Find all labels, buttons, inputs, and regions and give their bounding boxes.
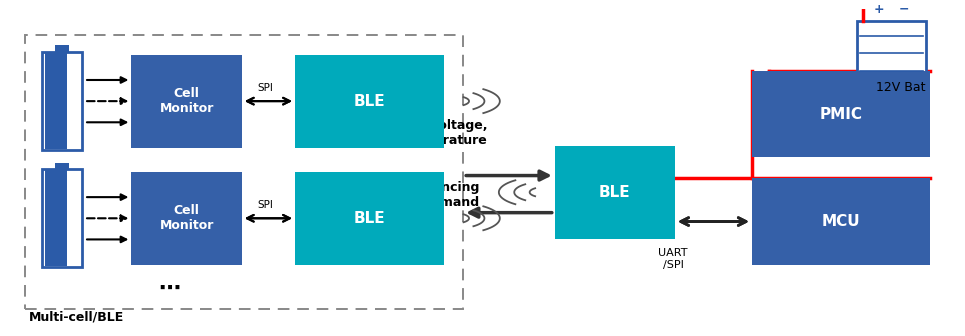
- FancyBboxPatch shape: [44, 170, 67, 266]
- FancyBboxPatch shape: [295, 55, 444, 148]
- Text: MCU: MCU: [821, 214, 860, 229]
- Text: BLE: BLE: [353, 211, 385, 226]
- Text: +: +: [873, 3, 884, 16]
- FancyBboxPatch shape: [752, 178, 930, 265]
- Text: BLE: BLE: [600, 185, 629, 199]
- Text: UART
/SPI: UART /SPI: [658, 248, 688, 270]
- FancyBboxPatch shape: [41, 52, 82, 150]
- Text: BLE: BLE: [355, 211, 384, 225]
- FancyBboxPatch shape: [555, 146, 675, 239]
- Text: Cell balancing
command: Cell balancing command: [381, 181, 480, 209]
- Text: Cell
Monitor: Cell Monitor: [159, 87, 214, 115]
- FancyBboxPatch shape: [752, 178, 930, 265]
- FancyBboxPatch shape: [131, 172, 242, 265]
- Text: ⋯: ⋯: [158, 279, 180, 299]
- FancyBboxPatch shape: [295, 172, 444, 265]
- FancyBboxPatch shape: [295, 55, 444, 148]
- FancyBboxPatch shape: [131, 55, 242, 148]
- FancyBboxPatch shape: [41, 169, 82, 267]
- FancyBboxPatch shape: [55, 45, 69, 52]
- Text: Cell voltage,
temperature: Cell voltage, temperature: [399, 119, 487, 147]
- FancyBboxPatch shape: [295, 172, 444, 265]
- FancyBboxPatch shape: [55, 163, 69, 169]
- Text: SPI: SPI: [257, 200, 273, 210]
- FancyBboxPatch shape: [857, 20, 926, 92]
- FancyBboxPatch shape: [752, 71, 930, 157]
- Text: 12V Bat: 12V Bat: [876, 81, 925, 94]
- Text: MCU: MCU: [825, 215, 857, 228]
- FancyBboxPatch shape: [44, 53, 67, 149]
- Text: BLE: BLE: [353, 94, 385, 109]
- FancyBboxPatch shape: [131, 55, 242, 148]
- FancyBboxPatch shape: [555, 146, 675, 239]
- Text: PMIC: PMIC: [823, 108, 859, 121]
- Text: Multi-cell/BLE: Multi-cell/BLE: [29, 310, 124, 323]
- FancyBboxPatch shape: [131, 172, 242, 265]
- Text: Cell
Monitor: Cell Monitor: [159, 204, 214, 232]
- Text: PMIC: PMIC: [819, 107, 863, 122]
- Text: SPI: SPI: [257, 83, 273, 93]
- Text: Cell
Monitor: Cell Monitor: [159, 87, 214, 115]
- Text: Cell
Monitor: Cell Monitor: [159, 204, 214, 232]
- Text: BLE: BLE: [355, 94, 384, 108]
- Text: −: −: [898, 3, 909, 16]
- Text: BLE: BLE: [599, 185, 630, 200]
- FancyBboxPatch shape: [752, 71, 930, 157]
